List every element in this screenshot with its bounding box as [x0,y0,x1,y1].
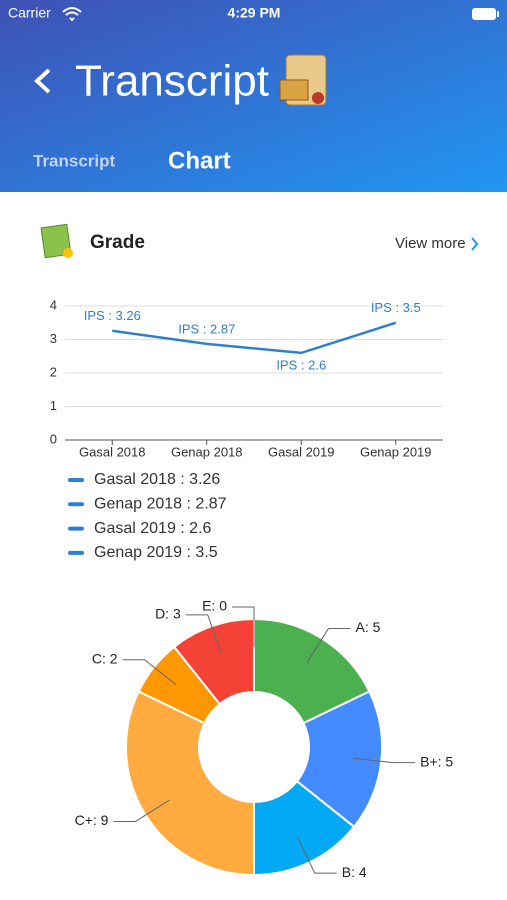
tab-active[interactable]: Chart [168,147,231,174]
slice-label: D: 3 [155,606,181,622]
leader-line [232,606,255,647]
data-label: IPS : 2.87 [178,321,235,336]
grade-icon [40,223,73,259]
slice-label: A: 5 [355,619,380,635]
x-tick-label: Gasal 2019 [268,444,335,459]
data-label: IPS : 3.26 [84,308,141,323]
leader-line [185,614,222,653]
view-more[interactable]: View more [395,235,466,252]
legend-label: Genap 2018 : 2.87 [94,496,227,513]
wifi-icon [62,7,82,22]
leader-line [122,659,177,686]
clock: 4:29 PM [228,5,281,21]
back-button[interactable] [34,68,51,94]
legend-label: Genap 2019 : 3.5 [94,544,218,561]
legend-label: Gasal 2019 : 2.6 [94,520,212,537]
pie-slice [125,690,255,877]
chevron [471,237,479,251]
header-bg [0,0,507,192]
slice-label: B: 4 [342,864,367,880]
header-title: Transcript [75,57,269,106]
battery-tip [497,11,499,17]
carrier: Carrier [8,5,51,21]
pie-slice [253,779,356,877]
tab[interactable]: Transcript [33,151,116,170]
slice-label: B+: 5 [420,753,453,769]
x-tick-label: Genap 2019 [360,444,432,459]
pie-slice [253,617,371,725]
x-tick-label: Genap 2018 [171,444,243,459]
line [112,321,397,355]
slice-label: E: 0 [202,598,227,614]
scroll-icon [279,54,327,106]
legend-label: Gasal 2018 : 3.26 [94,471,220,488]
data-label: IPS : 2.6 [276,357,326,372]
y-tick-label: 0 [50,431,57,446]
leader-line [296,836,337,874]
y-tick-label: 4 [50,297,57,312]
leader-line [306,627,351,663]
y-tick-label: 2 [50,364,57,379]
leader-line [113,799,170,822]
battery [472,8,496,20]
section-title: Grade [90,232,145,253]
x-tick-label: Gasal 2018 [79,444,146,459]
pie-slice [295,690,383,829]
y-tick-label: 1 [50,398,57,413]
slice-label: C+: 9 [75,812,109,828]
y-tick-label: 3 [50,331,57,346]
slice-label: C: 2 [92,650,118,666]
leader-line [353,757,416,764]
data-label: IPS : 3.5 [371,300,421,315]
